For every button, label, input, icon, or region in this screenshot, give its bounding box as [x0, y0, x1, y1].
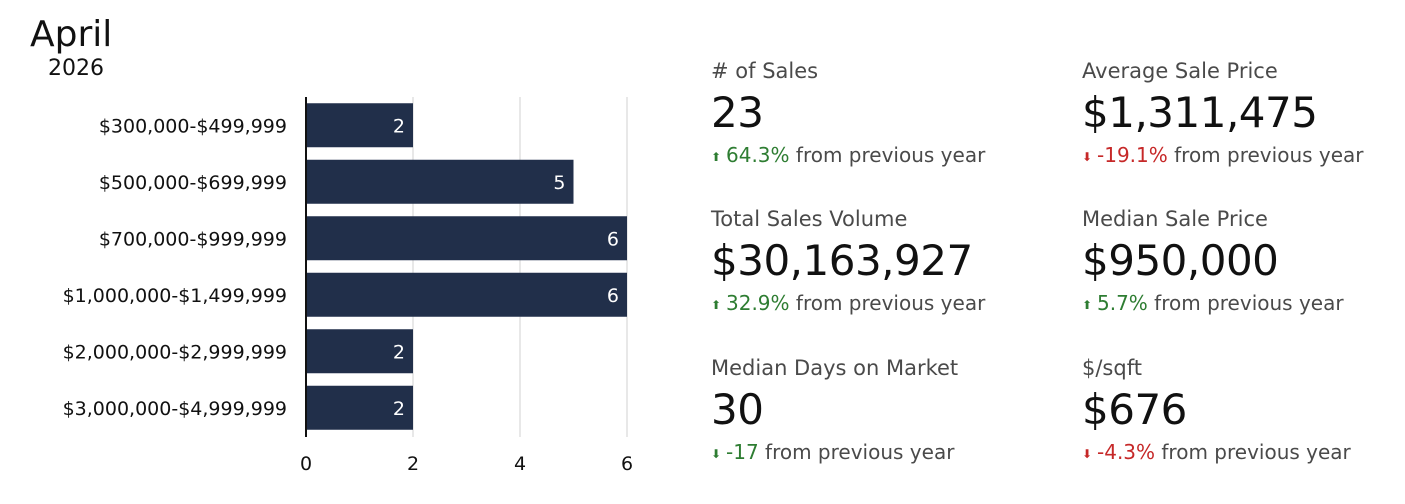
stat-change: ⬆ 32.9% from previous year — [711, 289, 1041, 320]
bar-data-label: 5 — [553, 172, 565, 194]
stat-change: ⬆ 5.7% from previous year — [1082, 289, 1405, 320]
stat-value: 23 — [711, 88, 764, 137]
bar — [306, 329, 413, 374]
change-percent: 32.9% — [726, 291, 790, 315]
stat-change: ⬆ 64.3% from previous year — [711, 141, 1041, 172]
category-label: $3,000,000-$4,999,999 — [63, 398, 287, 420]
month-title: April — [30, 14, 113, 55]
down-arrow-icon: ⬇ — [1082, 150, 1093, 164]
bar-data-label: 6 — [607, 285, 619, 307]
change-percent: -19.1% — [1097, 143, 1168, 167]
stat-label: # of Sales — [711, 59, 819, 83]
stat-label: $/sqft — [1082, 356, 1142, 380]
x-tick-label: 4 — [514, 453, 526, 475]
year-subtitle: 2026 — [48, 56, 104, 81]
change-percent: 64.3% — [726, 143, 790, 167]
bar-data-label: 6 — [607, 228, 619, 250]
category-label: $2,000,000-$2,999,999 — [63, 341, 287, 363]
stat-sales-count: # of Sales 23 ⬆ 64.3% from previous year — [711, 57, 1041, 172]
change-suffix: from previous year — [1154, 291, 1344, 315]
stat-total-sales-volume: Total Sales Volume $30,163,927 ⬆ 32.9% fr… — [711, 205, 1041, 320]
up-arrow-icon: ⬆ — [1082, 298, 1093, 312]
stat-median-sale-price: Median Sale Price $950,000 ⬆ 5.7% from pr… — [1082, 205, 1405, 320]
bar-data-label: 2 — [393, 398, 405, 420]
stat-value: 30 — [711, 385, 764, 434]
stat-label: Average Sale Price — [1082, 59, 1278, 83]
bar — [306, 385, 413, 430]
bar — [306, 216, 627, 261]
change-suffix: from previous year — [795, 291, 986, 315]
stat-value: $30,163,927 — [711, 236, 973, 285]
stat-median-days-on-market: Median Days on Market 30 ⬇ -17 from previ… — [711, 354, 1041, 469]
bar-data-label: 2 — [393, 341, 405, 363]
bar — [306, 103, 413, 148]
down-arrow-icon: ⬇ — [711, 447, 722, 461]
x-tick-label: 6 — [621, 453, 633, 475]
up-arrow-icon: ⬆ — [711, 298, 722, 312]
stat-change: ⬇ -17 from previous year — [711, 438, 1041, 469]
stat-value: $676 — [1082, 385, 1187, 434]
stat-value: $950,000 — [1082, 236, 1279, 285]
category-label: $700,000-$999,999 — [99, 228, 287, 250]
stat-value: $1,311,475 — [1082, 88, 1318, 137]
stat-average-sale-price: Average Sale Price $1,311,475 ⬇ -19.1% fr… — [1082, 57, 1405, 172]
change-suffix: from previous year — [795, 143, 986, 167]
stat-label: Median Sale Price — [1082, 207, 1268, 231]
stat-change: ⬇ -4.3% from previous year — [1082, 438, 1405, 469]
x-tick-label: 2 — [407, 453, 419, 475]
bar — [306, 159, 574, 204]
change-suffix: from previous year — [1161, 440, 1351, 464]
category-label: $1,000,000-$1,499,999 — [63, 285, 287, 307]
category-label: $300,000-$499,999 — [99, 115, 287, 137]
change-percent: -4.3% — [1097, 440, 1156, 464]
stat-price-per-sqft: $/sqft $676 ⬇ -4.3% from previous year — [1082, 354, 1405, 469]
change-suffix: from previous year — [1174, 143, 1364, 167]
stat-label: Total Sales Volume — [711, 207, 908, 231]
bar-data-label: 2 — [393, 115, 405, 137]
stat-change: ⬇ -19.1% from previous year — [1082, 141, 1405, 172]
stat-label: Median Days on Market — [711, 356, 959, 380]
down-arrow-icon: ⬇ — [1082, 447, 1093, 461]
price-range-bar-chart: 0 2 4 6 2 $300,000-$499,999 5 $500,000-$699,999… — [63, 97, 633, 475]
change-percent: -17 — [726, 440, 759, 464]
change-percent: 5.7% — [1097, 291, 1148, 315]
change-suffix: from previous year — [765, 440, 955, 464]
category-label: $500,000-$699,999 — [99, 172, 287, 194]
x-tick-label: 0 — [300, 453, 312, 475]
bar — [306, 272, 627, 317]
up-arrow-icon: ⬆ — [711, 150, 722, 164]
